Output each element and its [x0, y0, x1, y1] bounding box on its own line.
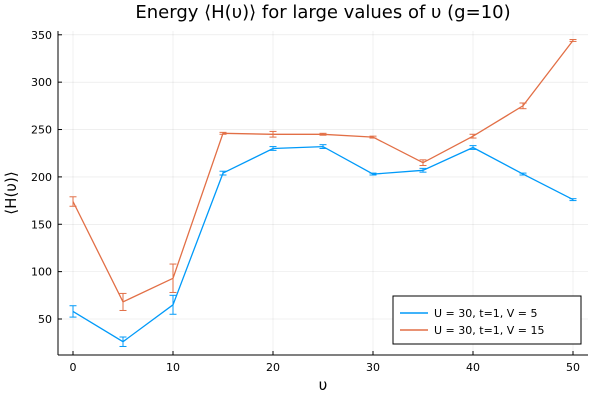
series-2	[69, 39, 577, 311]
error-bar	[569, 198, 577, 202]
legend: U = 30, t=1, V = 5 U = 30, t=1, V = 15	[392, 295, 582, 345]
error-bar	[119, 336, 127, 347]
error-bar	[119, 292, 127, 311]
error-bar	[69, 305, 77, 318]
x-axis-label: υ	[319, 376, 328, 394]
error-bar	[69, 196, 77, 207]
error-bar	[319, 144, 327, 149]
legend-box	[392, 295, 582, 345]
x-tick-label: 50	[566, 361, 580, 374]
error-bar	[519, 172, 527, 176]
y-tick-label: 300	[31, 76, 52, 89]
error-bar	[269, 130, 277, 138]
y-tick-label: 250	[31, 124, 52, 137]
x-tick-label: 40	[466, 361, 480, 374]
error-bar	[519, 102, 527, 110]
y-tick-label: 50	[38, 313, 52, 326]
error-bar	[319, 132, 327, 136]
x-tick-label: 20	[266, 361, 280, 374]
y-axis-label: ⟨H(υ)⟩	[2, 171, 20, 214]
y-tick-label: 100	[31, 266, 52, 279]
series-1	[69, 144, 577, 347]
series-line	[72, 40, 574, 303]
error-bar	[419, 167, 427, 173]
error-bar	[569, 39, 577, 42]
error-bar	[419, 159, 427, 167]
series	[69, 39, 577, 347]
chart-title: Energy ⟨H(υ)⟩ for large values of υ (g=1…	[135, 2, 510, 23]
legend-label: U = 30, t=1, V = 15	[434, 324, 545, 337]
x-tick-label: 10	[166, 361, 180, 374]
error-bar	[369, 172, 377, 176]
error-bar	[219, 131, 227, 135]
tick-labels: 0 10 20 30 40 50 50 100 150 200 250 300 350	[31, 29, 580, 374]
y-tick-label: 200	[31, 171, 52, 184]
y-tick-label: 350	[31, 29, 52, 42]
error-bar	[219, 170, 227, 176]
error-bar	[469, 133, 477, 139]
error-bar	[169, 263, 177, 293]
error-bar	[469, 145, 477, 150]
error-bar	[369, 135, 377, 139]
axes	[57, 31, 588, 356]
x-tick-label: 30	[366, 361, 380, 374]
grid	[58, 31, 588, 355]
y-tick-label: 150	[31, 218, 52, 231]
error-bar	[269, 146, 277, 151]
legend-label: U = 30, t=1, V = 5	[434, 307, 538, 320]
x-tick-label: 0	[70, 361, 77, 374]
error-bar	[169, 294, 177, 315]
